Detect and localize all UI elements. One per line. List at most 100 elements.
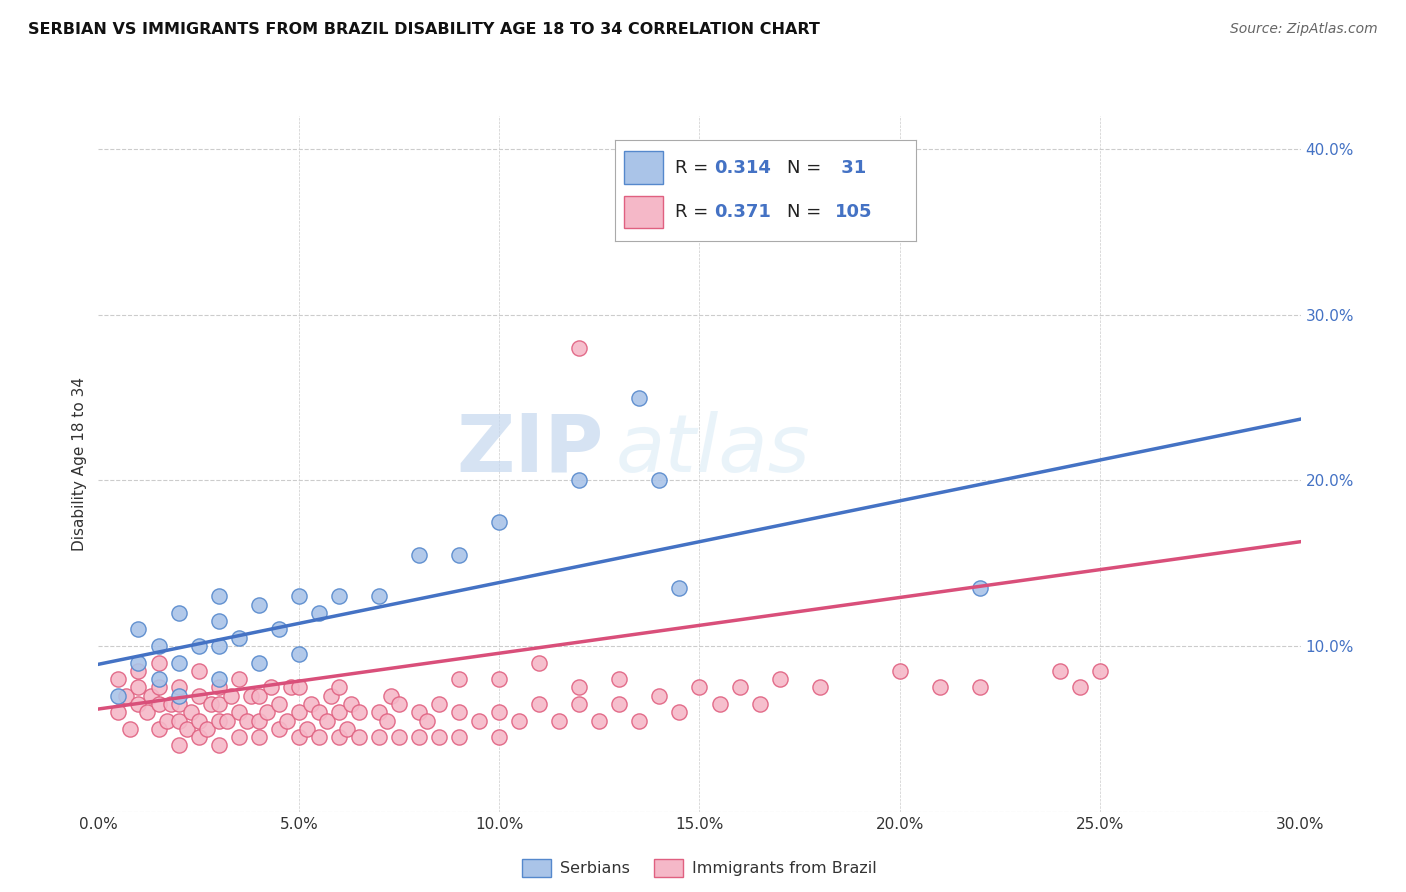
Point xyxy=(929,681,952,695)
Point xyxy=(529,656,551,670)
Point xyxy=(408,548,430,562)
Point xyxy=(167,656,190,670)
Point xyxy=(488,515,510,529)
Point xyxy=(368,590,391,604)
Y-axis label: Disability Age 18 to 34: Disability Age 18 to 34 xyxy=(72,376,87,551)
Point xyxy=(308,706,330,720)
Point xyxy=(568,697,591,711)
Point xyxy=(260,681,283,695)
Point xyxy=(128,623,150,637)
Point xyxy=(187,639,209,653)
Point xyxy=(388,697,411,711)
Point xyxy=(247,656,270,670)
Text: SERBIAN VS IMMIGRANTS FROM BRAZIL DISABILITY AGE 18 TO 34 CORRELATION CHART: SERBIAN VS IMMIGRANTS FROM BRAZIL DISABI… xyxy=(28,22,820,37)
Text: 0.371: 0.371 xyxy=(714,203,772,221)
Point xyxy=(668,581,690,595)
Point xyxy=(167,697,190,711)
Point xyxy=(280,681,302,695)
Point xyxy=(155,714,177,728)
Point xyxy=(208,697,231,711)
Point xyxy=(328,590,350,604)
Point xyxy=(768,672,790,686)
Point xyxy=(208,672,231,686)
Point xyxy=(299,697,322,711)
Point xyxy=(328,706,350,720)
Point xyxy=(1069,681,1091,695)
Point xyxy=(447,672,470,686)
Point xyxy=(628,391,651,405)
Bar xyxy=(624,196,664,228)
Point xyxy=(215,714,238,728)
Point xyxy=(176,722,198,736)
Point xyxy=(336,722,359,736)
Text: Source: ZipAtlas.com: Source: ZipAtlas.com xyxy=(1230,22,1378,37)
Point xyxy=(115,689,138,703)
Point xyxy=(167,714,190,728)
Point xyxy=(256,706,278,720)
Point xyxy=(267,623,290,637)
Point xyxy=(1088,664,1111,678)
Point xyxy=(128,656,150,670)
Point xyxy=(308,730,330,744)
Point xyxy=(107,672,129,686)
Point xyxy=(208,714,231,728)
Text: R =: R = xyxy=(675,203,714,221)
Point xyxy=(408,730,430,744)
Point xyxy=(375,714,398,728)
Point xyxy=(247,730,270,744)
Point xyxy=(488,706,510,720)
Text: atlas: atlas xyxy=(616,411,810,489)
Point xyxy=(315,714,337,728)
Point xyxy=(148,722,170,736)
Point xyxy=(368,706,391,720)
Point xyxy=(276,714,298,728)
Point xyxy=(208,590,231,604)
Point xyxy=(408,706,430,720)
Point xyxy=(609,672,631,686)
Point xyxy=(728,681,751,695)
Text: 31: 31 xyxy=(835,159,866,177)
Point xyxy=(628,142,651,156)
Text: ZIP: ZIP xyxy=(456,411,603,489)
Point xyxy=(148,672,170,686)
Point xyxy=(628,714,651,728)
Point xyxy=(347,730,370,744)
Point xyxy=(128,697,150,711)
Point xyxy=(388,730,411,744)
Point xyxy=(167,739,190,753)
Point xyxy=(468,714,491,728)
Point xyxy=(568,681,591,695)
Point xyxy=(648,689,671,703)
Point xyxy=(568,341,591,355)
Point xyxy=(1049,664,1071,678)
Point xyxy=(208,681,231,695)
Point xyxy=(488,730,510,744)
Point xyxy=(328,681,350,695)
Point xyxy=(969,681,991,695)
Point xyxy=(228,631,250,645)
Point xyxy=(609,697,631,711)
Point xyxy=(340,697,363,711)
Point xyxy=(228,730,250,744)
Point xyxy=(208,739,231,753)
Point xyxy=(148,697,170,711)
Point xyxy=(969,581,991,595)
Point xyxy=(427,730,450,744)
Point xyxy=(228,672,250,686)
Point xyxy=(235,714,257,728)
Text: N =: N = xyxy=(786,159,827,177)
Point xyxy=(288,590,311,604)
Point xyxy=(247,598,270,612)
Point xyxy=(368,730,391,744)
Point xyxy=(568,474,591,488)
Point xyxy=(308,606,330,620)
Point xyxy=(159,697,181,711)
Point xyxy=(709,697,731,711)
Point xyxy=(288,730,311,744)
Point xyxy=(295,722,318,736)
Legend: Serbians, Immigrants from Brazil: Serbians, Immigrants from Brazil xyxy=(516,853,883,884)
Point xyxy=(187,730,209,744)
Point xyxy=(187,714,209,728)
Point xyxy=(416,714,439,728)
Point xyxy=(208,639,231,653)
